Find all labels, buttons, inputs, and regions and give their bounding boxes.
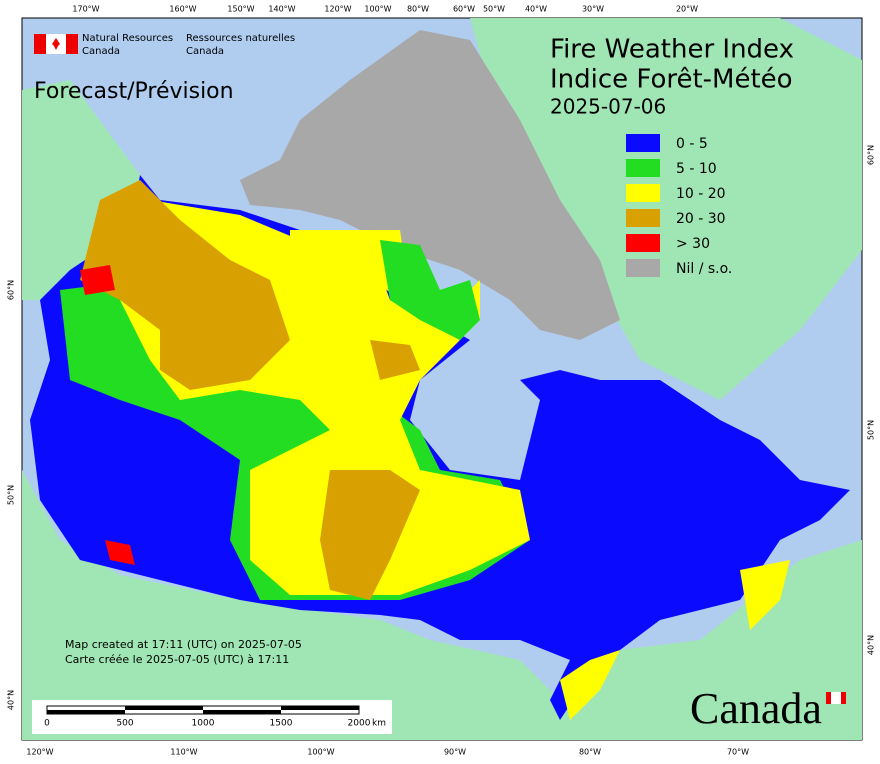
- legend-label: > 30: [676, 236, 710, 252]
- legend-label: 10 - 20: [676, 186, 726, 202]
- legend: 0 - 5 5 - 10 10 - 20 20 - 30 > 30 Nil / s.o.: [626, 134, 732, 277]
- scale-bar: km 0 500 1000 1500 2000: [32, 700, 392, 734]
- flag-bar: [34, 34, 46, 54]
- extreme: [105, 540, 135, 565]
- longitude-label: 160°W: [169, 5, 196, 14]
- moderate: [380, 240, 480, 340]
- forecast-label: Forecast/Prévision: [34, 79, 234, 104]
- longitude-label: 80°W: [407, 5, 429, 14]
- longitude-label: 170°W: [72, 5, 99, 14]
- longitude-label: 40°W: [525, 5, 547, 14]
- longitude-label: 110°W: [170, 748, 197, 757]
- scale-segment: [47, 710, 125, 714]
- longitude-label: 20°W: [676, 5, 698, 14]
- legend-label: 20 - 30: [676, 211, 726, 227]
- latitude-label: 50°N: [7, 485, 16, 505]
- very-high: [370, 340, 420, 380]
- longitude-label: 100°W: [307, 748, 334, 757]
- scale-segment: [281, 706, 359, 710]
- legend-label: 0 - 5: [676, 136, 708, 152]
- scale-segment: [125, 706, 203, 710]
- legend-swatch: [626, 209, 660, 227]
- legend-swatch: [626, 159, 660, 177]
- scale-label: 500: [116, 719, 133, 729]
- alaska: [22, 80, 150, 300]
- scale-segment: [203, 710, 281, 714]
- created-note: Carte créée le 2025-07-05 (UTC) à 17:11: [65, 653, 289, 666]
- scale-unit: km: [372, 719, 386, 729]
- map: [21, 17, 863, 741]
- agency-fr: Ressources naturelles: [186, 33, 295, 44]
- latitude-label: 50°N: [867, 420, 876, 440]
- title-en: Fire Weather Index: [550, 35, 794, 65]
- longitude-label: 150°W: [227, 5, 254, 14]
- graticule-labels: 170°W 160°W 150°W 140°W 120°W 100°W 80°W 60°W 50…: [7, 5, 876, 757]
- scale-label: 1000: [192, 719, 215, 729]
- usa: [22, 470, 862, 740]
- scale-background: [32, 700, 392, 734]
- longitude-label: 50°W: [483, 5, 505, 14]
- legend-swatch: [626, 234, 660, 252]
- header: Natural Resources Canada Ressources natu…: [34, 33, 794, 119]
- flag-bar: [66, 34, 78, 54]
- legend-label: 5 - 10: [676, 161, 717, 177]
- scale-label: 1500: [270, 719, 293, 729]
- longitude-label: 140°W: [268, 5, 295, 14]
- longitude-label: 80°W: [579, 748, 601, 757]
- latitude-label: 60°N: [867, 145, 876, 165]
- wordmark-flag: [831, 692, 841, 704]
- agency-en: Canada: [82, 46, 120, 57]
- longitude-label: 120°W: [26, 748, 53, 757]
- longitude-label: 60°W: [453, 5, 475, 14]
- extreme: [80, 265, 115, 295]
- agency-fr: Canada: [186, 46, 224, 57]
- scale-label: 0: [44, 719, 50, 729]
- legend-swatch: [626, 134, 660, 152]
- very-high: [320, 470, 420, 600]
- high: [560, 650, 620, 720]
- longitude-label: 120°W: [324, 5, 351, 14]
- legend-swatch: [626, 259, 660, 277]
- very-high: [80, 180, 290, 390]
- latitude-label: 40°N: [867, 635, 876, 655]
- no-data: [240, 30, 620, 340]
- maple-leaf: [52, 38, 60, 50]
- greenland: [470, 18, 862, 400]
- date: 2025-07-06: [550, 95, 666, 119]
- legend-label: Nil / s.o.: [676, 261, 732, 277]
- created-note: Map created at 17:11 (UTC) on 2025-07-05: [65, 638, 302, 651]
- wordmark: Canada: [690, 684, 822, 733]
- legend-swatch: [626, 184, 660, 202]
- longitude-label: 90°W: [444, 748, 466, 757]
- title-fr: Indice Forêt-Météo: [550, 65, 793, 95]
- longitude-label: 100°W: [364, 5, 391, 14]
- high: [740, 560, 790, 630]
- scale-label: 2000: [348, 719, 371, 729]
- latitude-label: 40°N: [7, 690, 16, 710]
- wordmark-group: Canada: [690, 684, 846, 733]
- longitude-label: 70°W: [727, 748, 749, 757]
- latitude-label: 60°N: [7, 280, 16, 300]
- longitude-label: 30°W: [582, 5, 604, 14]
- agency-en: Natural Resources: [82, 33, 173, 44]
